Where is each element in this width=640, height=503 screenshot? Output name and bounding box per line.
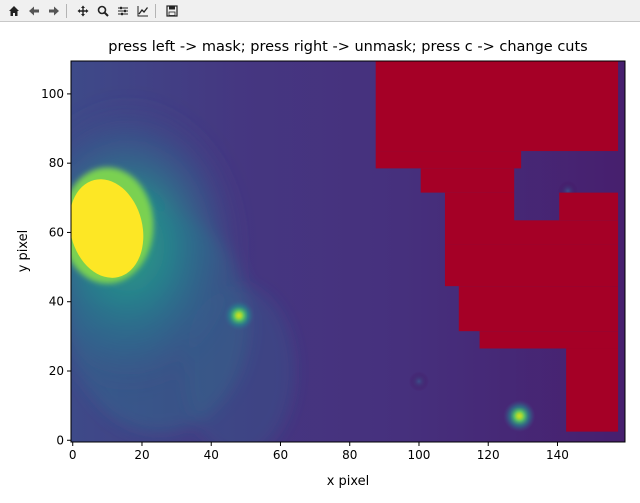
y-tick-label: 40	[49, 295, 64, 309]
chart-title: press left -> mask; press right -> unmas…	[108, 39, 587, 55]
forward-button[interactable]	[44, 1, 64, 21]
source-faint	[408, 371, 429, 392]
save-button[interactable]	[162, 1, 182, 21]
save-icon	[166, 4, 178, 17]
zoom-icon	[97, 5, 109, 17]
masked-pixels	[375, 61, 619, 152]
masked-pixels	[559, 192, 619, 221]
home-button[interactable]	[4, 1, 24, 21]
navigation-toolbar	[0, 0, 640, 22]
configure-subplots-icon	[118, 6, 128, 15]
edit-axis-icon	[137, 5, 149, 16]
masked-pixels	[458, 286, 619, 332]
x-tick-label: 0	[69, 448, 77, 462]
masked-pixels	[479, 331, 619, 349]
pan-icon	[77, 5, 89, 16]
mask-layer	[375, 61, 619, 432]
x-axis-label: x pixel	[327, 474, 370, 489]
y-tick-label: 80	[49, 156, 64, 170]
halo-tail-far	[183, 286, 294, 442]
image-plot[interactable]	[8, 61, 625, 456]
x-tick-label: 120	[477, 448, 500, 462]
toolbar-separator	[66, 3, 71, 18]
y-axis-ticks: 0 20 40 60 80 100	[41, 87, 71, 447]
x-tick-label: 20	[134, 448, 149, 462]
sources-layer	[71, 167, 578, 433]
x-tick-label: 140	[546, 448, 569, 462]
y-tick-label: 20	[49, 364, 64, 378]
x-tick-label: 100	[408, 448, 431, 462]
toolbar-separator	[155, 3, 160, 18]
masked-pixels	[444, 192, 515, 245]
configure-subplots-button[interactable]	[113, 1, 133, 21]
x-tick-label: 40	[204, 448, 219, 462]
x-axis-ticks: 0 20 40 60 80 100 120 140	[69, 442, 569, 462]
masked-pixels	[375, 151, 522, 169]
y-tick-label: 100	[41, 87, 64, 101]
x-tick-label: 80	[342, 448, 357, 462]
source-point-core	[234, 311, 243, 320]
pan-button[interactable]	[73, 1, 93, 21]
masked-pixels	[420, 168, 515, 193]
x-tick-label: 60	[273, 448, 288, 462]
axes-frame	[70, 60, 626, 443]
back-icon	[29, 6, 39, 15]
source-point-core	[515, 412, 524, 421]
back-button[interactable]	[24, 1, 44, 21]
masked-pixels	[566, 348, 619, 432]
home-icon	[9, 5, 19, 16]
edit-axis-button[interactable]	[133, 1, 153, 21]
source-bright-core	[71, 179, 144, 278]
zoom-button[interactable]	[93, 1, 113, 21]
forward-icon	[49, 6, 59, 15]
y-tick-label: 0	[56, 433, 64, 447]
y-axis-label: y pixel	[16, 230, 31, 273]
masked-pixels	[510, 220, 619, 245]
masked-pixels	[444, 244, 619, 287]
figure-canvas: press left -> mask; press right -> unmas…	[8, 39, 626, 489]
y-tick-label: 60	[49, 225, 64, 239]
